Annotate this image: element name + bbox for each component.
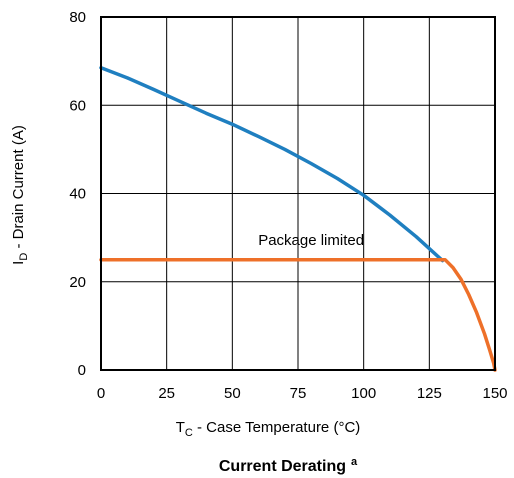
x-tick-label: 75 [290, 385, 307, 402]
y-tick-labels: 0 20 40 60 80 [69, 9, 86, 379]
x-axis-label-rest: - Case Temperature (°C) [193, 419, 360, 436]
grid-lines [101, 17, 495, 370]
chart-title-text: Current Derating [219, 458, 346, 475]
x-axis-label: TC - Case Temperature (°C) [176, 419, 361, 439]
chart-title: Current Derating a [219, 456, 358, 475]
x-tick-label: 0 [97, 385, 105, 402]
x-tick-labels: 0 25 50 75 100 125 150 [97, 385, 508, 402]
y-axis-label: ID - Drain Current (A) [10, 125, 30, 265]
x-tick-label: 50 [224, 385, 241, 402]
series-line-2 [99, 257, 497, 372]
x-axis-label-main: T [176, 419, 185, 436]
x-tick-label: 125 [417, 385, 442, 402]
y-tick-label: 40 [69, 186, 86, 203]
y-tick-label: 20 [69, 274, 86, 291]
x-tick-label: 25 [158, 385, 175, 402]
y-axis-label-subscript: D [18, 253, 30, 261]
plot-frame [100, 16, 496, 371]
package-limited-annotation: Package limited [258, 232, 364, 249]
x-axis-label-subscript: C [185, 427, 193, 439]
y-tick-label: 60 [69, 97, 86, 114]
series-lines [99, 65, 497, 372]
y-tick-label: 0 [78, 362, 86, 379]
series-line-1 [99, 65, 445, 263]
y-tick-label: 80 [69, 9, 86, 26]
x-tick-label: 150 [482, 385, 507, 402]
y-axis-label-main: I [10, 261, 27, 265]
chart-title-superscript: a [351, 456, 358, 468]
y-axis-label-rest: - Drain Current (A) [10, 125, 27, 253]
x-tick-label: 100 [351, 385, 376, 402]
